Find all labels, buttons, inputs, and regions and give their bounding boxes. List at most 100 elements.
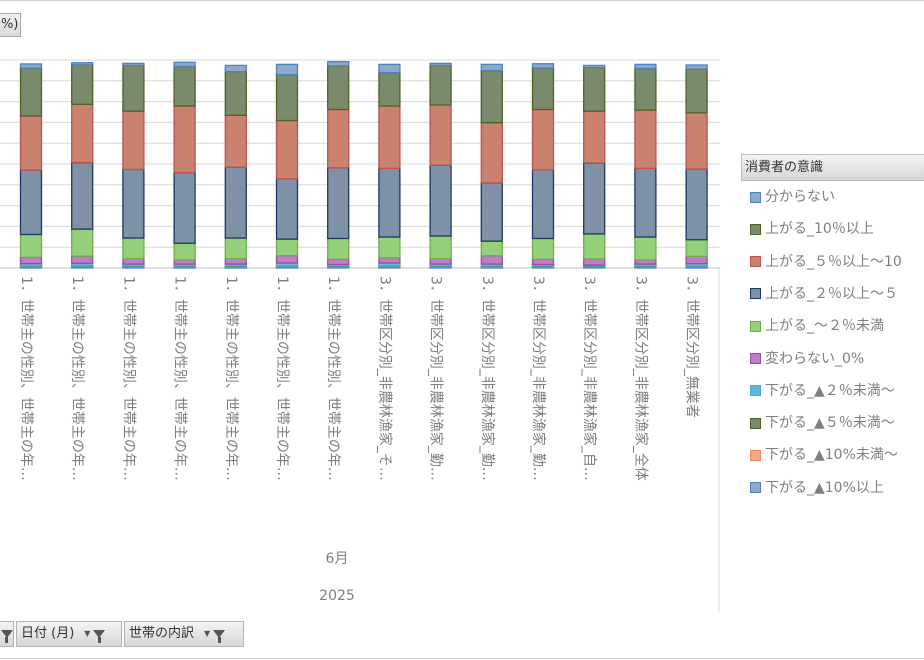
bar-segment[interactable] [275, 119, 299, 180]
bar-segment[interactable] [71, 64, 94, 105]
bar-segment[interactable] [480, 255, 503, 265]
bar-segment[interactable] [634, 63, 657, 70]
bar-segment[interactable] [378, 105, 401, 170]
bar-segment[interactable] [122, 168, 145, 239]
legend-item[interactable]: 下がる_▲10%以上 [750, 478, 884, 498]
bar-segment[interactable] [122, 237, 145, 260]
bar-segment[interactable] [71, 161, 94, 230]
bar-segment[interactable] [275, 74, 299, 122]
bar-segment[interactable] [19, 115, 43, 171]
bar-segment[interactable] [122, 258, 145, 265]
bar-segment[interactable] [327, 237, 350, 260]
bar-segment[interactable] [173, 65, 196, 107]
bar-segment[interactable] [480, 182, 503, 242]
legend-item[interactable]: 下がる_▲５％未満～ [750, 413, 895, 433]
bar-segment[interactable] [685, 168, 708, 241]
bar-segment[interactable] [480, 240, 503, 257]
bar-segment[interactable] [634, 67, 657, 111]
bar-segment[interactable] [429, 62, 452, 67]
bar-segment[interactable] [327, 167, 350, 240]
category-group-label: 6月 [326, 551, 349, 567]
legend-item[interactable]: 分からない [750, 187, 835, 207]
bar-segment[interactable] [531, 237, 555, 260]
bar-segment[interactable] [480, 69, 503, 124]
bar-segment[interactable] [224, 70, 247, 116]
bar-segment[interactable] [224, 237, 247, 260]
bar-segment[interactable] [224, 166, 247, 239]
bar-segment[interactable] [429, 258, 452, 265]
bar-segment[interactable] [531, 67, 555, 111]
bar-segment[interactable] [327, 258, 350, 266]
bar-segment[interactable] [19, 67, 43, 117]
bar-segment[interactable] [634, 109, 657, 170]
bar-segment[interactable] [685, 255, 708, 265]
bar-segment[interactable] [71, 255, 94, 265]
bar-segment[interactable] [378, 257, 401, 264]
bar-segment[interactable] [531, 169, 555, 240]
bar-segment[interactable] [71, 62, 94, 66]
bar-segment[interactable] [327, 61, 350, 67]
bar-segment[interactable] [19, 169, 43, 236]
bar-segment[interactable] [122, 64, 145, 112]
bar-segment[interactable] [19, 256, 43, 265]
bar-segment[interactable] [173, 61, 196, 68]
bar-segment[interactable] [634, 167, 657, 238]
bar-segment[interactable] [275, 255, 299, 264]
bar-segment[interactable] [224, 114, 247, 168]
bar-segment[interactable] [327, 65, 350, 111]
bar-segment[interactable] [583, 233, 606, 260]
bar-segment[interactable] [224, 64, 247, 73]
filter-button-household[interactable]: 世帯の内訳 ▼ [124, 621, 244, 647]
bar-segment[interactable] [173, 171, 196, 244]
bar-segment[interactable] [429, 64, 452, 106]
bar-segment[interactable] [583, 66, 606, 112]
bar-segment[interactable] [224, 258, 247, 265]
bar-segment[interactable] [327, 108, 350, 169]
bar-segment[interactable] [122, 110, 145, 171]
legend-item[interactable]: 下がる_▲10%未満～ [750, 445, 898, 465]
bar-segment[interactable] [685, 112, 708, 170]
bar-segment[interactable] [634, 236, 657, 261]
bar-segment[interactable] [685, 64, 708, 70]
legend-item[interactable]: 上がる_２％以上～５ [750, 284, 898, 304]
legend-item[interactable]: 変わらない_0% [750, 349, 864, 369]
bar-segment[interactable] [429, 164, 452, 237]
legend-item[interactable]: 下がる_▲２％未満～ [750, 381, 895, 401]
bar-segment[interactable] [173, 105, 196, 174]
legend-swatch [750, 191, 761, 203]
bar-segment[interactable] [173, 242, 196, 261]
bar-segment[interactable] [480, 121, 503, 184]
y-axis-field-button[interactable]: %) [0, 13, 21, 37]
bar-segment[interactable] [429, 104, 452, 166]
bar-segment[interactable] [275, 238, 299, 257]
filter-button-0[interactable] [0, 621, 14, 647]
bar-segment[interactable] [531, 258, 555, 266]
bar-segment[interactable] [583, 110, 606, 164]
bar-segment[interactable] [685, 239, 708, 258]
bar-segment[interactable] [378, 63, 401, 74]
bar-segment[interactable] [378, 167, 401, 238]
bar-segment[interactable] [71, 228, 94, 257]
legend-item[interactable]: 上がる_５％以上～10 [750, 252, 902, 272]
bar-segment[interactable] [19, 233, 43, 259]
bar-segment[interactable] [531, 63, 555, 69]
bar-segment[interactable] [583, 258, 606, 266]
legend-item[interactable]: 上がる_10％以上 [750, 219, 874, 239]
bar-segment[interactable] [685, 68, 708, 114]
bar-segment[interactable] [583, 64, 606, 69]
bar-segment[interactable] [19, 63, 43, 69]
bar-segment[interactable] [275, 63, 299, 76]
bar-segment[interactable] [122, 62, 145, 67]
filter-button-month[interactable]: 日付 (月) ▼ [16, 621, 122, 647]
bar-segment[interactable] [378, 72, 401, 107]
bar-segment[interactable] [429, 235, 452, 260]
category-tick-label: 3．世帯区分別_無業者 [684, 276, 700, 418]
bar-segment[interactable] [71, 103, 94, 164]
bar-segment[interactable] [480, 63, 503, 72]
bar-segment[interactable] [275, 178, 299, 240]
bar-segment[interactable] [531, 108, 555, 171]
bar-segment[interactable] [583, 162, 606, 235]
legend-item[interactable]: 上がる_～２％未満 [750, 316, 884, 336]
bar-segment[interactable] [378, 236, 401, 259]
legend-title[interactable]: 消費者の意識 [741, 154, 924, 181]
